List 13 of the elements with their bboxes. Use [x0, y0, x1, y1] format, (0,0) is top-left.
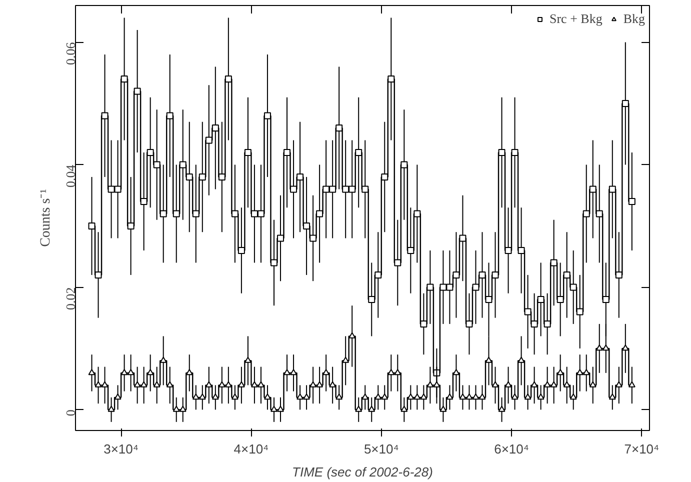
x-tick-label: 5×10⁴ — [364, 442, 399, 456]
y-tick-label: 0.04 — [63, 164, 78, 188]
x-tick-label: 4×10⁴ — [234, 442, 269, 456]
legend-label: Bkg — [623, 11, 645, 27]
x-axis-title: TIME (sec of 2002-6-28) — [292, 464, 433, 480]
x-tick-label: 3×10⁴ — [104, 442, 138, 456]
x-tick-label: 6×10⁴ — [494, 442, 529, 456]
y-tick-label: 0.06 — [63, 42, 78, 65]
y-tick-label: 0.02 — [63, 287, 78, 310]
legend-label: Src + Bkg — [549, 11, 602, 27]
y-axis-title: Counts s⁻¹ — [38, 189, 54, 247]
y-tick-label: 0 — [63, 410, 78, 416]
x-tick-label: 7×10⁴ — [624, 442, 660, 456]
